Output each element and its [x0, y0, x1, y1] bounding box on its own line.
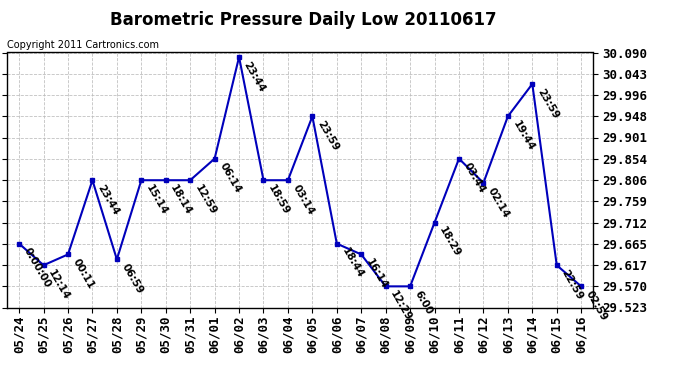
Text: 18:14: 18:14 [168, 183, 194, 217]
Text: 06:14: 06:14 [217, 161, 243, 195]
Text: 00:11: 00:11 [71, 257, 96, 291]
Text: Barometric Pressure Daily Low 20110617: Barometric Pressure Daily Low 20110617 [110, 11, 497, 29]
Text: 23:59: 23:59 [315, 119, 340, 153]
Text: 18:59: 18:59 [266, 183, 291, 217]
Text: 02:59: 02:59 [584, 289, 609, 323]
Text: 12:59: 12:59 [193, 183, 218, 217]
Text: 02:14: 02:14 [486, 186, 511, 219]
Text: 23:59: 23:59 [535, 87, 560, 120]
Text: 18:44: 18:44 [339, 246, 365, 280]
Text: Copyright 2011 Cartronics.com: Copyright 2011 Cartronics.com [7, 40, 159, 50]
Text: 23:44: 23:44 [95, 183, 121, 217]
Text: 22:59: 22:59 [560, 268, 584, 302]
Text: 16:14: 16:14 [364, 257, 389, 291]
Text: 03:44: 03:44 [462, 161, 487, 195]
Text: 12:29: 12:29 [388, 289, 413, 323]
Text: 03:14: 03:14 [290, 183, 316, 217]
Text: 06:59: 06:59 [119, 262, 145, 296]
Text: 18:29: 18:29 [437, 225, 462, 259]
Text: 6:00: 6:00 [413, 289, 435, 316]
Text: 0:00:00: 0:00:00 [22, 246, 53, 290]
Text: 12:14: 12:14 [46, 268, 72, 302]
Text: 23:44: 23:44 [241, 60, 267, 94]
Text: 15:14: 15:14 [144, 183, 169, 217]
Text: 19:44: 19:44 [511, 119, 536, 153]
